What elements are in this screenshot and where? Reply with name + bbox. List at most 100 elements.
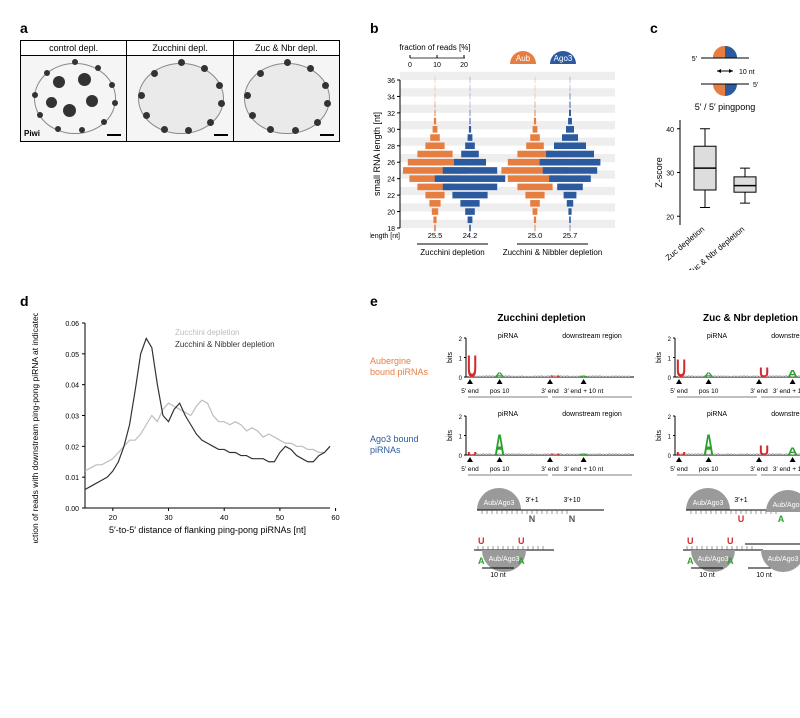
svg-text:U: U bbox=[759, 442, 769, 458]
cartoon-zucnbr: Aub/Ago33′+13′+10UAAub/Ago3Aub/Ago3UAAU1… bbox=[653, 488, 800, 578]
svg-text:0: 0 bbox=[668, 376, 672, 382]
svg-text:34: 34 bbox=[387, 94, 395, 101]
seqlogo-ago3-zuc: 012bitspiRNAdownstream region5′ endpos 1… bbox=[444, 410, 639, 480]
svg-text:5′ end: 5′ end bbox=[461, 466, 479, 473]
svg-text:5′: 5′ bbox=[753, 82, 759, 89]
svg-text:A: A bbox=[518, 556, 525, 566]
svg-text:piRNA: piRNA bbox=[498, 411, 519, 418]
svg-text:A: A bbox=[495, 371, 505, 378]
svg-text:25.0: 25.0 bbox=[528, 231, 543, 240]
scale-bar bbox=[214, 134, 228, 136]
row-label-ago3: Ago3 bound piRNAs bbox=[370, 434, 430, 456]
svg-text:0: 0 bbox=[459, 376, 463, 382]
micrograph-title: Zuc & Nbr depl. bbox=[234, 41, 339, 56]
svg-text:U: U bbox=[550, 375, 560, 377]
svg-text:U: U bbox=[759, 364, 769, 380]
svg-text:A: A bbox=[727, 556, 734, 566]
svg-text:U: U bbox=[676, 451, 686, 456]
svg-text:Aub/Ago3: Aub/Ago3 bbox=[484, 500, 515, 507]
svg-text:3′+10: 3′+10 bbox=[563, 497, 580, 504]
micrograph-row: control depl. bbox=[20, 40, 340, 142]
svg-text:bits: bits bbox=[447, 430, 454, 441]
svg-text:0.02: 0.02 bbox=[65, 444, 79, 451]
svg-text:piRNA: piRNA bbox=[498, 333, 519, 340]
svg-text:20: 20 bbox=[109, 513, 117, 522]
zscore-boxplot: 5′5′10 nt5′ / 5′ pingpong203040Z-scoreZu… bbox=[650, 40, 780, 270]
svg-text:1: 1 bbox=[668, 357, 672, 363]
svg-text:U: U bbox=[467, 350, 477, 385]
svg-text:Aub/Ago3: Aub/Ago3 bbox=[768, 556, 799, 563]
svg-text:Aub/Ago3: Aub/Ago3 bbox=[698, 556, 729, 563]
svg-text:0.01: 0.01 bbox=[65, 475, 79, 482]
antibody-label: Piwi bbox=[24, 129, 40, 138]
svg-text:22: 22 bbox=[387, 193, 395, 200]
scale-bar bbox=[107, 134, 121, 136]
svg-text:U: U bbox=[687, 536, 694, 546]
svg-text:0.00: 0.00 bbox=[65, 506, 79, 513]
svg-text:3′ end: 3′ end bbox=[541, 466, 559, 473]
svg-text:36: 36 bbox=[387, 78, 395, 85]
svg-text:3′ end + 10 nt: 3′ end + 10 nt bbox=[773, 466, 800, 473]
svg-text:downstream region: downstream region bbox=[771, 333, 800, 340]
svg-text:fraction of reads with downstr: fraction of reads with downstream ping-p… bbox=[30, 313, 40, 543]
svg-text:5′-to-5′ distance of flanking: 5′-to-5′ distance of flanking ping-pong … bbox=[109, 525, 306, 535]
figure: a control depl. bbox=[20, 20, 780, 581]
svg-text:Aub/Ago3: Aub/Ago3 bbox=[489, 556, 520, 563]
svg-text:A: A bbox=[788, 446, 798, 458]
svg-text:small RNA length [nt]: small RNA length [nt] bbox=[372, 112, 382, 196]
panel-b: b fraction of reads [%]01020AubAgo318202… bbox=[370, 20, 620, 273]
svg-text:20: 20 bbox=[666, 214, 674, 221]
micrograph-control: control depl. bbox=[21, 41, 127, 141]
svg-text:3′ end: 3′ end bbox=[750, 466, 768, 473]
row-label-aub: Aubergine bound piRNAs bbox=[370, 356, 430, 378]
svg-text:0.05: 0.05 bbox=[65, 352, 79, 359]
svg-text:A: A bbox=[788, 368, 798, 379]
svg-text:10: 10 bbox=[433, 62, 441, 69]
svg-text:0: 0 bbox=[459, 454, 463, 460]
svg-text:10 nt: 10 nt bbox=[699, 572, 715, 578]
svg-text:28: 28 bbox=[387, 144, 395, 151]
svg-text:20: 20 bbox=[387, 210, 395, 217]
svg-text:32: 32 bbox=[387, 111, 395, 118]
svg-text:40: 40 bbox=[220, 513, 228, 522]
svg-text:Aub/Ago3: Aub/Ago3 bbox=[693, 500, 724, 507]
svg-text:pos 10: pos 10 bbox=[490, 388, 510, 395]
svg-text:0.03: 0.03 bbox=[65, 414, 79, 421]
col-header-zucnbr: Zuc & Nbr depletion bbox=[653, 313, 800, 324]
svg-text:U: U bbox=[727, 536, 734, 546]
svg-text:U: U bbox=[738, 514, 745, 524]
svg-text:1: 1 bbox=[459, 357, 463, 363]
svg-text:Zucchini & Nibbler depletion: Zucchini & Nibbler depletion bbox=[175, 340, 275, 349]
micrograph-title: control depl. bbox=[21, 41, 126, 56]
micrograph-image bbox=[234, 56, 339, 141]
svg-text:piRNA: piRNA bbox=[707, 411, 728, 418]
col-header-zuc: Zucchini depletion bbox=[444, 313, 639, 324]
cartoon-zuc: Aub/Ago33′+13′+10NNAub/Ago3UAAU10 nt bbox=[444, 488, 639, 578]
svg-text:18: 18 bbox=[387, 226, 395, 233]
svg-text:10 nt: 10 nt bbox=[739, 69, 755, 76]
svg-text:3′ end + 10 nt: 3′ end + 10 nt bbox=[564, 466, 604, 473]
svg-text:A: A bbox=[579, 375, 589, 377]
svg-text:A: A bbox=[478, 556, 485, 566]
micrograph-title: Zucchini depl. bbox=[127, 41, 232, 56]
svg-text:A: A bbox=[704, 371, 714, 378]
svg-text:U: U bbox=[518, 536, 525, 546]
svg-text:0.06: 0.06 bbox=[65, 321, 79, 328]
svg-text:piRNA: piRNA bbox=[707, 333, 728, 340]
micrograph-image bbox=[127, 56, 232, 141]
svg-text:20: 20 bbox=[460, 62, 468, 69]
svg-text:A: A bbox=[579, 453, 589, 455]
svg-text:U: U bbox=[467, 451, 477, 456]
seqlogo-aub-zucnbr: 012bitspiRNAdownstream region5′ endpos 1… bbox=[653, 332, 800, 402]
svg-text:0: 0 bbox=[408, 62, 412, 69]
svg-text:Z-score: Z-score bbox=[654, 157, 664, 188]
svg-text:downstream region: downstream region bbox=[771, 411, 800, 418]
svg-text:Aub/Ago3: Aub/Ago3 bbox=[773, 502, 800, 509]
svg-text:25.5: 25.5 bbox=[428, 231, 443, 240]
svg-text:3′ end: 3′ end bbox=[541, 388, 559, 395]
svg-text:5′ end: 5′ end bbox=[461, 388, 479, 395]
svg-text:A: A bbox=[704, 428, 714, 461]
svg-text:3′ end: 3′ end bbox=[750, 388, 768, 395]
panel-e: e Zucchini depletion Zuc & Nbr depletion… bbox=[370, 293, 780, 581]
svg-text:30: 30 bbox=[387, 127, 395, 134]
